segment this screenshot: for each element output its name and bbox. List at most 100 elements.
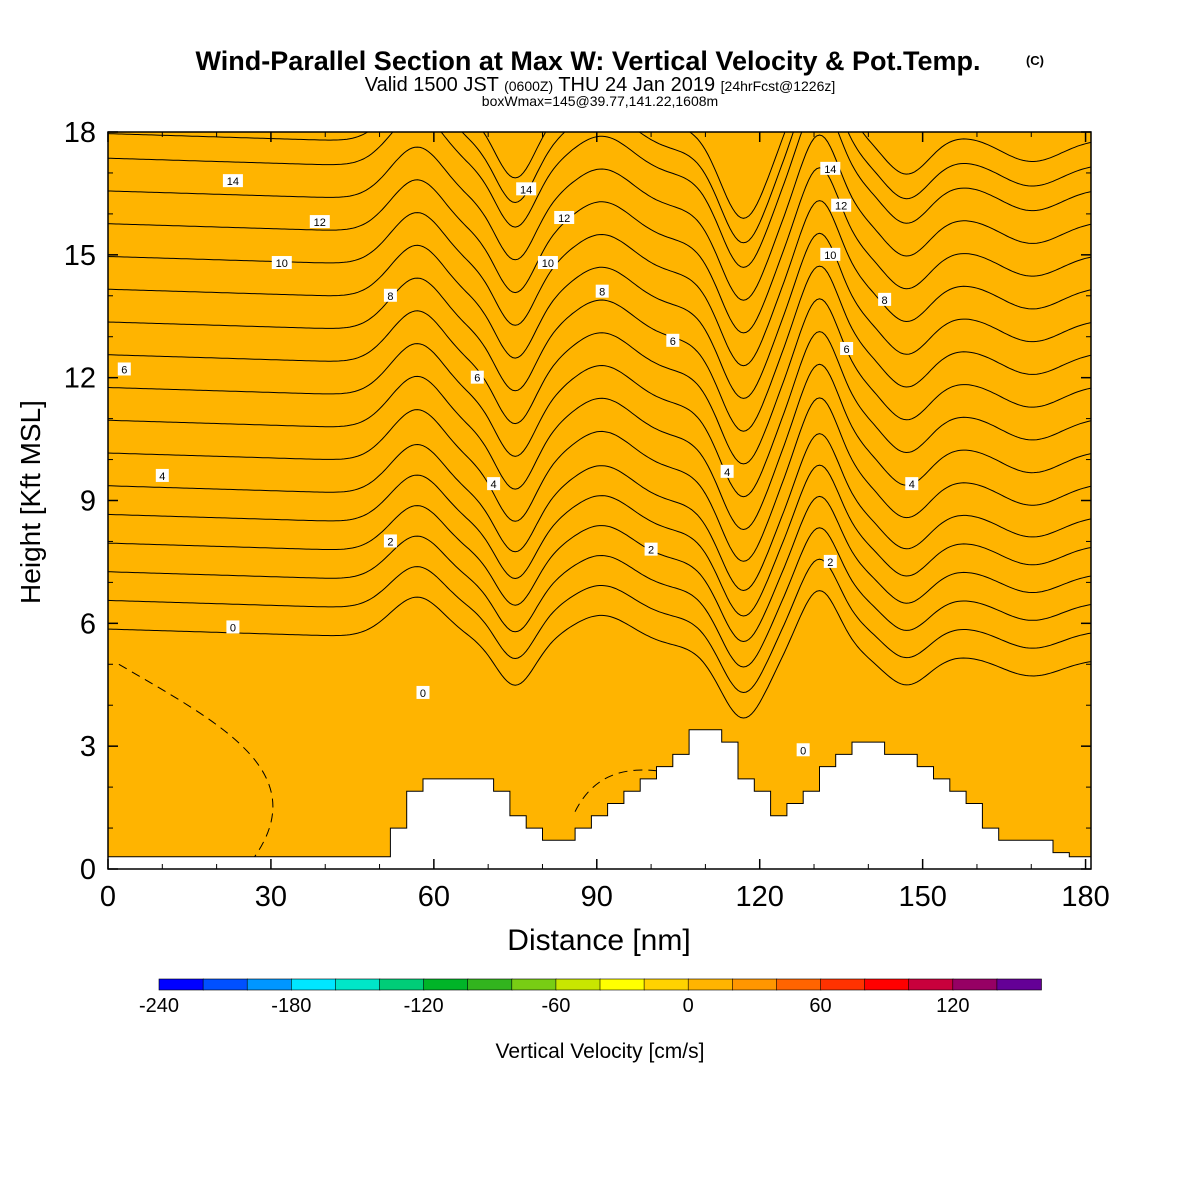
- contour-label: 6: [117, 362, 131, 376]
- theta-contour-line: [108, 298, 1091, 465]
- x-tick-label: 150: [898, 881, 946, 913]
- y-tick-label: 15: [64, 240, 96, 272]
- contour-label: 14: [820, 161, 841, 176]
- x-tick-label: 0: [100, 881, 116, 913]
- y-tick-label: 18: [64, 117, 96, 149]
- theta-contour-line: [108, 265, 1091, 432]
- y-tick-label: 9: [80, 486, 96, 518]
- svg-text:4: 4: [724, 467, 730, 479]
- colorbar-swatch: [599, 978, 645, 991]
- contour-label: 8: [595, 284, 609, 299]
- contour-label: 2: [644, 542, 658, 557]
- colorbar-swatch: [158, 978, 204, 991]
- contour-label: 4: [905, 477, 919, 491]
- colorbar-swatch: [731, 978, 778, 991]
- y-tick-label: 6: [80, 608, 96, 640]
- theta-contour-line: [108, 464, 1091, 617]
- x-tick-label: 90: [581, 881, 613, 913]
- contour-label: 14: [222, 174, 243, 188]
- x-axis-label: Distance [nm]: [507, 924, 690, 957]
- colorbar-label: Vertical Velocity [cm/s]: [496, 1040, 705, 1063]
- theta-contour-line: [108, 331, 1091, 498]
- theta-contour-line: [108, 433, 1091, 592]
- theta-contour-line: [482, 132, 1091, 219]
- contour-label: 8: [383, 288, 397, 303]
- y-axis-label: Height [Kft MSL]: [15, 400, 46, 604]
- subtitle-forecast: [24hrFcst@1226z]: [721, 78, 836, 94]
- colorbar-swatch: [864, 978, 910, 991]
- colorbar-swatch: [467, 978, 513, 991]
- theta-contour-line: [108, 397, 1091, 562]
- theta-contour-line: [108, 232, 1091, 399]
- colorbar-tick-label: -240: [139, 995, 179, 1017]
- theta-contour-line: [108, 495, 1091, 643]
- contour-label: 0: [226, 620, 240, 634]
- x-tick-label: 120: [736, 881, 784, 913]
- subtitle-date: THU 24 Jan 2019: [558, 74, 715, 96]
- contour-label: 10: [820, 247, 841, 262]
- colorbar-swatch: [202, 978, 249, 991]
- contour-label: 0: [796, 743, 810, 757]
- svg-text:14: 14: [824, 164, 836, 176]
- svg-text:6: 6: [121, 364, 127, 376]
- theta-contours: [108, 132, 1091, 858]
- x-tick-label: 60: [418, 881, 450, 913]
- contour-label: 4: [487, 477, 501, 491]
- contour-label: 10: [537, 256, 558, 270]
- svg-text:12: 12: [558, 213, 570, 225]
- svg-text:10: 10: [276, 258, 288, 270]
- y-tick-label: 0: [80, 854, 96, 886]
- contour-label: 2: [383, 534, 397, 548]
- svg-text:8: 8: [882, 295, 888, 307]
- theta-contour-line: [108, 132, 1091, 244]
- theta-contour-line: [108, 590, 1091, 719]
- svg-text:2: 2: [827, 557, 833, 569]
- svg-text:2: 2: [387, 536, 393, 548]
- contour-label: 6: [666, 333, 680, 348]
- x-tick-label: 180: [1061, 881, 1109, 913]
- theta-contour-line: [108, 132, 1091, 268]
- svg-text:4: 4: [491, 479, 497, 491]
- colorbar-swatch: [776, 978, 822, 991]
- colorbar: -240 -180 -120 -60 0 60 120: [139, 978, 1042, 1017]
- copyright-mark: (C): [1026, 53, 1044, 68]
- theta-contour-line: [108, 134, 1091, 301]
- colorbar-swatch: [687, 978, 734, 991]
- svg-text:4: 4: [159, 471, 165, 483]
- svg-text:10: 10: [542, 258, 554, 270]
- contour-label: 6: [840, 342, 854, 356]
- y-axis: 0 3 6 9 12 15 18: [64, 117, 1091, 886]
- svg-text:0: 0: [420, 688, 426, 700]
- svg-text:8: 8: [599, 287, 605, 299]
- velocity-zone: [108, 132, 1091, 869]
- velocity-field: [108, 132, 1091, 869]
- svg-text:8: 8: [387, 291, 393, 303]
- contour-label: 12: [309, 215, 330, 229]
- subtitle-utc: (0600Z): [504, 78, 553, 94]
- contour-label: 12: [831, 198, 852, 213]
- colorbar-tick-label: 0: [683, 995, 694, 1017]
- y-tick-label: 3: [80, 731, 96, 763]
- contour-label: 0: [416, 685, 430, 700]
- y-tick-label: 12: [64, 363, 96, 395]
- colorbar-swatch: [996, 978, 1042, 991]
- colorbar-swatch: [423, 978, 469, 991]
- contour-label: 10: [271, 256, 292, 270]
- svg-text:6: 6: [844, 344, 850, 356]
- colorbar-swatch: [908, 978, 954, 991]
- contour-label: 6: [470, 370, 484, 385]
- plot-area: 14 12 10 8 6 4 2 0 14 12 10 8 6 4 0 6 2 4 14 12 10 6 8 2 0 4: [108, 132, 1091, 869]
- chart-title: Wind-Parallel Section at Max W: Vertical…: [196, 46, 981, 76]
- colorbar-swatch: [379, 978, 425, 991]
- colorbar-swatch: [246, 978, 293, 991]
- colorbar-tick-label: -60: [541, 995, 570, 1017]
- theta-contour-line: [108, 527, 1091, 668]
- svg-text:0: 0: [230, 622, 236, 634]
- colorbar-swatch: [952, 978, 998, 991]
- svg-text:10: 10: [824, 250, 836, 262]
- colorbar-swatch: [643, 978, 689, 991]
- colorbar-tick-label: 120: [936, 995, 969, 1017]
- contour-label: 8: [878, 292, 892, 307]
- svg-text:14: 14: [520, 184, 532, 196]
